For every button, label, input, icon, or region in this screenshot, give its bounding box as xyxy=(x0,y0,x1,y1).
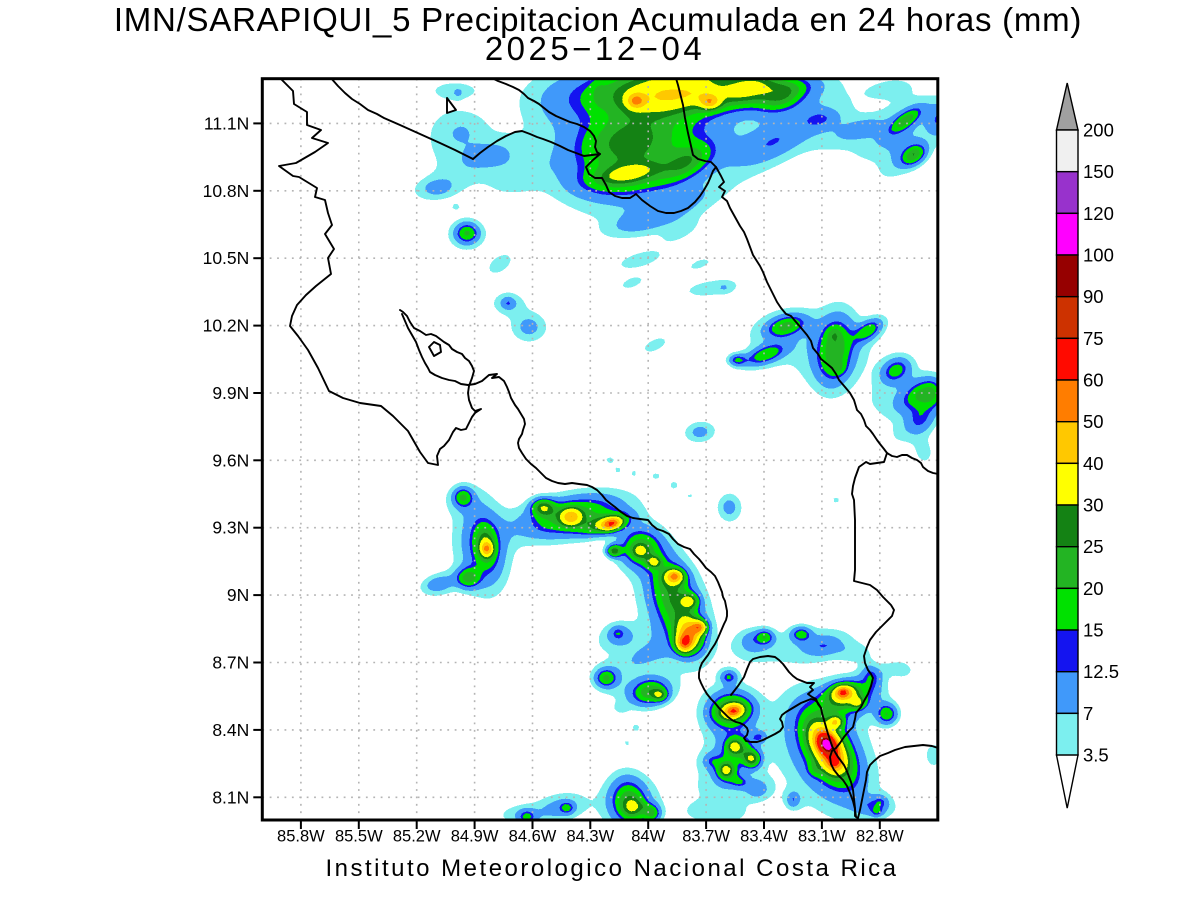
svg-text:85.5W: 85.5W xyxy=(335,828,383,846)
svg-text:11.1N: 11.1N xyxy=(204,113,249,133)
svg-text:10.5N: 10.5N xyxy=(203,248,250,268)
svg-text:82.8W: 82.8W xyxy=(856,828,904,846)
svg-text:9.9N: 9.9N xyxy=(212,383,249,403)
svg-text:84.3W: 84.3W xyxy=(566,828,614,846)
svg-text:85.8W: 85.8W xyxy=(277,828,325,846)
svg-text:15: 15 xyxy=(1083,620,1104,641)
svg-text:83.7W: 83.7W xyxy=(682,828,730,846)
svg-text:10.2N: 10.2N xyxy=(203,316,250,336)
svg-text:200: 200 xyxy=(1083,120,1114,141)
svg-text:100: 100 xyxy=(1083,245,1114,266)
svg-text:3.5: 3.5 xyxy=(1083,745,1109,766)
svg-text:40: 40 xyxy=(1083,453,1104,474)
svg-text:25: 25 xyxy=(1083,536,1104,557)
svg-text:85.2W: 85.2W xyxy=(393,828,441,846)
svg-text:84.9W: 84.9W xyxy=(451,828,499,846)
svg-text:50: 50 xyxy=(1083,411,1104,432)
svg-text:9.6N: 9.6N xyxy=(212,450,249,470)
svg-text:83.1W: 83.1W xyxy=(798,828,846,846)
svg-text:12.5: 12.5 xyxy=(1083,661,1119,682)
svg-text:84W: 84W xyxy=(631,828,665,846)
svg-text:20: 20 xyxy=(1083,578,1104,599)
svg-text:8.7N: 8.7N xyxy=(212,653,249,673)
svg-text:Instituto Meteorologico Nacion: Instituto Meteorologico Nacional Costa R… xyxy=(325,855,898,882)
svg-text:8.1N: 8.1N xyxy=(212,787,249,807)
svg-text:9N: 9N xyxy=(227,585,249,605)
svg-text:84.6W: 84.6W xyxy=(509,828,557,846)
svg-text:120: 120 xyxy=(1083,203,1114,224)
svg-text:75: 75 xyxy=(1083,328,1104,349)
svg-text:60: 60 xyxy=(1083,370,1104,391)
svg-text:90: 90 xyxy=(1083,286,1104,307)
svg-text:IMN/SARAPIQUI_5 Precipitacion: IMN/SARAPIQUI_5 Precipitacion Acumulada … xyxy=(114,1,1082,38)
svg-text:83.4W: 83.4W xyxy=(740,828,788,846)
svg-text:2025−12−04: 2025−12−04 xyxy=(485,30,705,67)
svg-text:8.4N: 8.4N xyxy=(212,720,249,740)
svg-text:30: 30 xyxy=(1083,495,1104,516)
svg-text:10.8N: 10.8N xyxy=(203,181,250,201)
svg-text:150: 150 xyxy=(1083,161,1114,182)
svg-text:7: 7 xyxy=(1083,703,1093,724)
svg-text:9.3N: 9.3N xyxy=(212,518,249,538)
